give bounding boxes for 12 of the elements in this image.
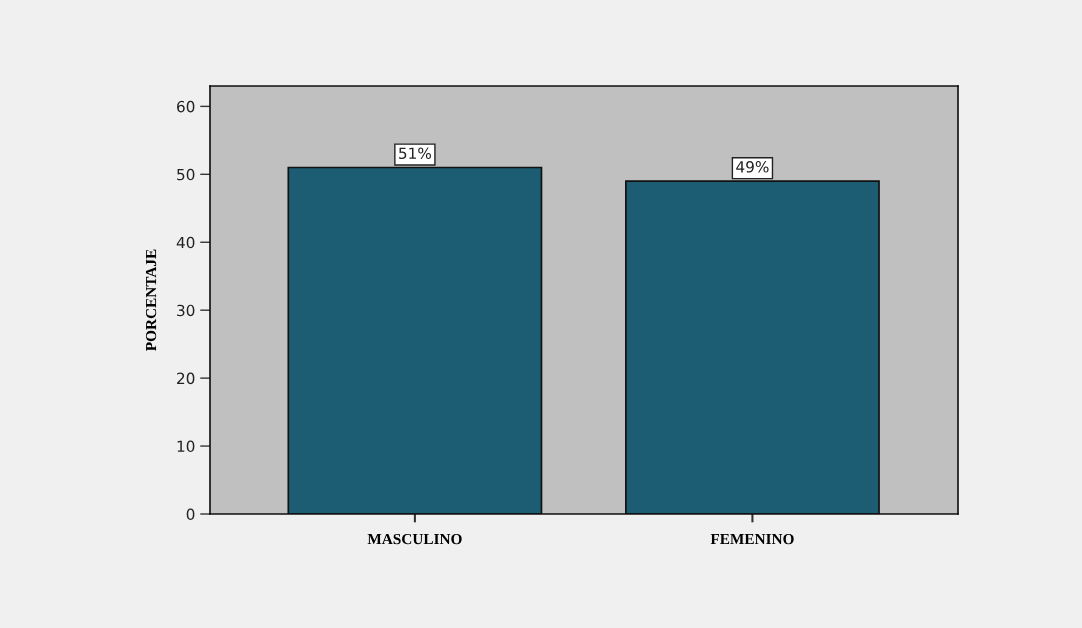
data-label: 49% bbox=[736, 161, 769, 173]
y-tick-label: 0 bbox=[186, 508, 195, 521]
y-tick-label: 50 bbox=[177, 168, 195, 181]
data-label: 51% bbox=[399, 147, 432, 160]
x-tick-label: MASCULINO bbox=[367, 533, 462, 545]
y-tick-label: 30 bbox=[177, 304, 195, 317]
y-tick-label: 60 bbox=[177, 100, 195, 113]
y-tick-label: 40 bbox=[176, 236, 195, 249]
x-tick-label: FEMENINO bbox=[710, 533, 794, 545]
y-axis-title: PORCENTAJE bbox=[145, 249, 157, 351]
y-tick-label: 20 bbox=[177, 372, 195, 385]
y-tick-label: 10 bbox=[177, 440, 195, 453]
